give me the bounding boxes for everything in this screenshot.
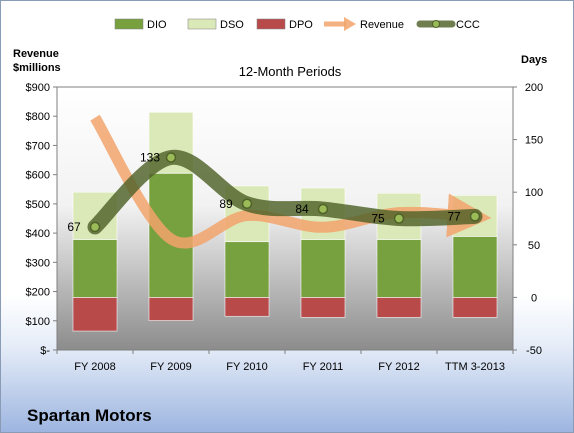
bar-dio	[376, 239, 422, 298]
left-axis-tick-label: $900	[26, 82, 50, 94]
ccc-data-label: 77	[447, 209, 461, 223]
ccc-point	[89, 221, 101, 233]
right-axis-tick-label: 0	[531, 292, 537, 304]
legend-label: Revenue	[360, 19, 404, 31]
left-axis-tick-label: $100	[26, 316, 50, 328]
right-axis-tick-label: 200	[525, 82, 543, 94]
legend-label: DPO	[289, 19, 313, 31]
x-axis-label: FY 2009	[150, 361, 191, 373]
legend-swatch-dso	[187, 18, 217, 30]
left-axis-tick-label: $700	[26, 140, 50, 152]
bar-dpo	[376, 296, 422, 318]
chart-title: 12-Month Periods	[239, 64, 342, 79]
left-axis-tick-label: $200	[26, 287, 50, 299]
right-axis-tick-label: -50	[526, 345, 542, 357]
bar-dio	[72, 239, 118, 298]
left-axis-tick-label: $600	[26, 170, 50, 182]
left-axis-tick-label: $800	[26, 111, 50, 123]
left-axis-title: Revenue $millions	[13, 48, 61, 74]
right-axis-title: Days	[521, 54, 547, 66]
bar-dpo	[300, 296, 346, 318]
x-axis-label: FY 2010	[226, 361, 267, 373]
legend-swatch-dio	[114, 18, 144, 30]
x-axis-label: FY 2012	[378, 361, 419, 373]
ccc-data-label: 67	[67, 220, 81, 234]
left-axis-tick-label: $400	[26, 228, 50, 240]
legend-label: DSO	[220, 19, 244, 31]
ccc-point	[469, 211, 481, 222]
x-axis-label: FY 2008	[74, 361, 115, 373]
ccc-data-label: 75	[371, 212, 385, 226]
left-axis-title-line: Revenue	[13, 48, 59, 60]
right-axis-tick-label: 50	[528, 240, 540, 252]
ccc-point	[241, 198, 253, 210]
legend-swatch-dpo	[256, 18, 286, 30]
bar-dio	[452, 235, 498, 298]
legend-label: DIO	[147, 19, 167, 31]
bar-dpo	[224, 296, 270, 317]
bar-dpo	[72, 296, 118, 332]
bar-dio	[224, 241, 270, 298]
legend-label: CCC	[456, 19, 480, 31]
ccc-data-label: 84	[295, 202, 309, 216]
legend-arrow-icon	[344, 17, 356, 31]
ccc-point	[317, 203, 329, 215]
legend-ccc-marker	[432, 20, 440, 28]
ccc-point	[393, 213, 405, 224]
right-axis-tick-label: 150	[525, 135, 543, 147]
left-axis-tick-label: $-	[40, 345, 50, 357]
right-axis-tick-label: 100	[525, 187, 543, 199]
bar-dpo	[148, 296, 194, 321]
bar-dio	[300, 239, 346, 298]
ccc-data-label: 133	[140, 150, 160, 164]
left-axis-title-line: $millions	[13, 62, 61, 74]
x-axis-label: FY 2011	[303, 361, 344, 373]
company-name: Spartan Motors	[27, 406, 152, 425]
ccc-data-label: 89	[219, 197, 233, 211]
left-axis-tick-label: $300	[26, 257, 50, 269]
x-axis-label: TTM 3-2013	[445, 361, 505, 373]
bar-dpo	[452, 296, 498, 318]
left-axis-tick-label: $500	[26, 199, 50, 211]
ccc-point	[165, 152, 177, 163]
